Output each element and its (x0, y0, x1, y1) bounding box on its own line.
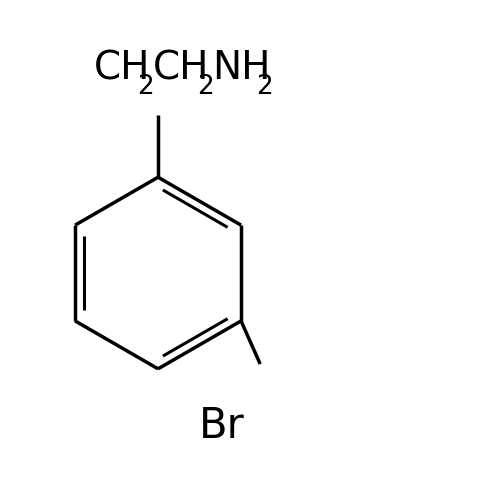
Text: CH: CH (93, 49, 150, 87)
Text: 2: 2 (197, 74, 214, 101)
Text: NH: NH (212, 49, 271, 87)
Text: Br: Br (199, 405, 245, 447)
Text: CH: CH (153, 49, 209, 87)
Text: 2: 2 (256, 74, 273, 101)
Text: 2: 2 (137, 74, 154, 101)
